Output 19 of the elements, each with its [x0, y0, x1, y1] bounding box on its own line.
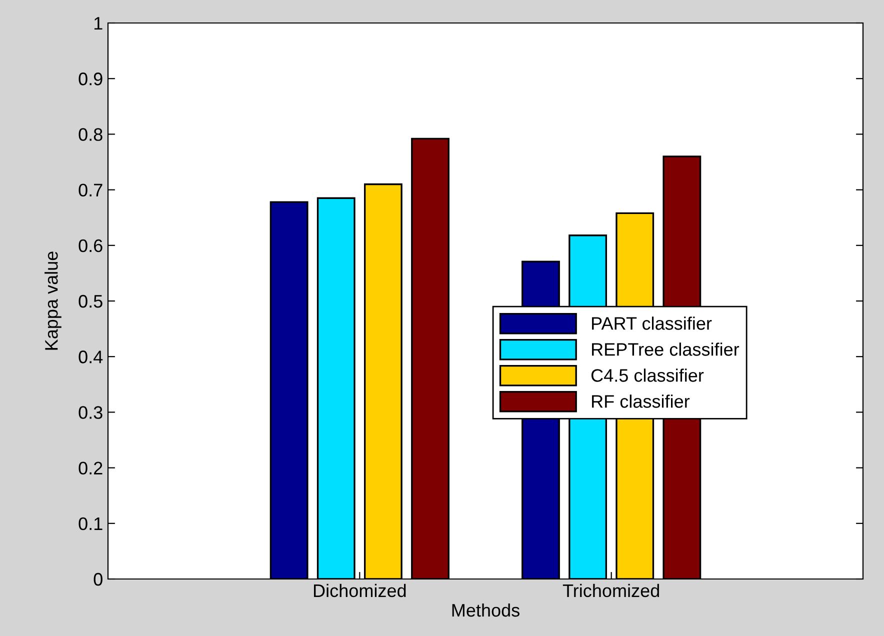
- x-tick-label: Trichomized: [562, 584, 659, 598]
- y-tick-label: 0.7: [78, 184, 102, 197]
- legend-label: RF classifier: [592, 394, 690, 408]
- x-axis-title: Methods: [452, 603, 520, 617]
- y-tick-label: 1: [94, 17, 102, 30]
- legend-label: PART classifier: [592, 316, 712, 330]
- x-tick-label: Dichomized: [314, 584, 406, 598]
- y-tick-label: 0.1: [78, 517, 102, 530]
- y-tick-label: 0.9: [78, 72, 102, 86]
- y-tick-label: 0.4: [78, 350, 103, 364]
- y-tick-label: 0.5: [78, 294, 102, 308]
- y-tick-label: 0.6: [78, 239, 102, 252]
- y-tick-label: 0: [94, 572, 102, 586]
- legend-label: C4.5 classifier: [591, 368, 704, 382]
- legend-label: REPTree classifier: [592, 342, 740, 356]
- y-tick-label: 0.8: [78, 128, 102, 141]
- y-tick-label: 0.2: [78, 462, 102, 475]
- y-tick-label: 0.3: [78, 406, 102, 419]
- y-axis-title: Kappa value: [44, 252, 62, 350]
